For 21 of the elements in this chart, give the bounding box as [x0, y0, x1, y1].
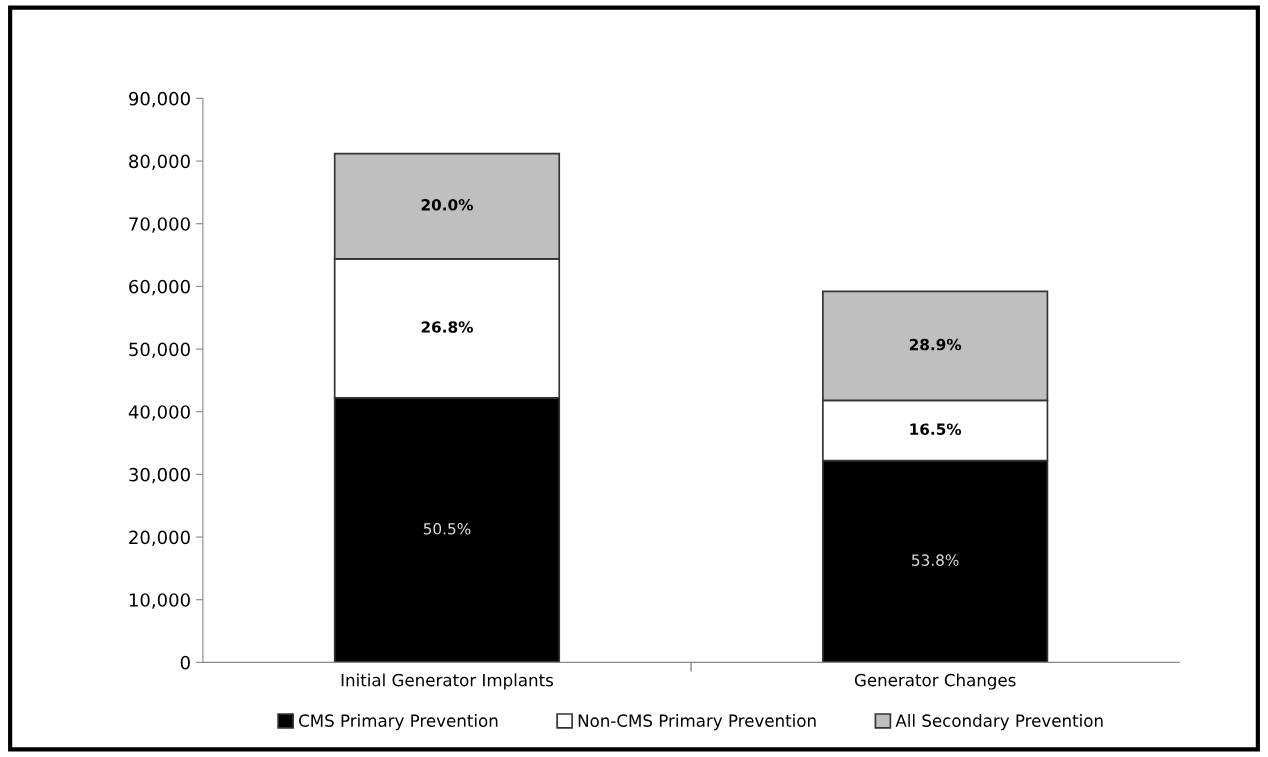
y-tick-label: 0 [180, 655, 190, 670]
y-tick-label: 60,000 [129, 279, 190, 296]
y-tick-label: 70,000 [129, 217, 190, 233]
legend-label: CMS Primary Prevention [299, 714, 498, 731]
annotation: 26.8% [421, 321, 473, 333]
legend-label: Non-CMS Primary Prevention [578, 714, 816, 731]
x-tick-label: Generator Changes [854, 673, 1016, 690]
y-tick-label: 40,000 [128, 405, 190, 421]
x-tick-label: Initial Generator Implants [341, 673, 554, 690]
annotation: 50.5% [423, 523, 471, 535]
annotation: 53.8% [912, 554, 959, 566]
y-tick-label: 80,000 [129, 154, 190, 171]
y-tick-label: 90,000 [129, 91, 190, 108]
y-tick-label: 10,000 [129, 593, 190, 609]
annotation: 20.0% [421, 199, 473, 211]
y-tick-label: 20,000 [129, 530, 190, 547]
legend-label: All Secondary Prevention [895, 714, 1103, 731]
y-tick-label: 30,000 [129, 467, 190, 484]
annotation: 28.9% [909, 338, 962, 351]
annotation: 16.5% [910, 423, 962, 435]
y-tick-label: 50,000 [129, 342, 190, 359]
